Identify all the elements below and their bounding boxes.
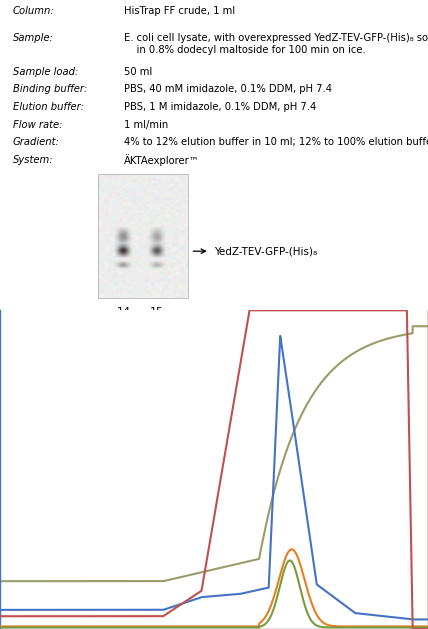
Text: PBS, 40 mM imidazole, 0.1% DDM, pH 7.4: PBS, 40 mM imidazole, 0.1% DDM, pH 7.4 [124,84,332,94]
Text: Sample:: Sample: [13,33,54,43]
Text: Flow rate:: Flow rate: [13,120,62,130]
Text: HisTrap FF crude, 1 ml: HisTrap FF crude, 1 ml [124,6,235,16]
Text: YedZ-TEV-GFP-(His)₈: YedZ-TEV-GFP-(His)₈ [214,246,317,256]
Text: E. coli cell lysate, with overexpressed YedZ-TEV-GFP-(His)₈ solubilized
    in 0: E. coli cell lysate, with overexpressed … [124,33,428,55]
Text: 15: 15 [150,308,164,317]
Text: Binding buffer:: Binding buffer: [13,84,87,94]
Text: PBS, 1 M imidazole, 0.1% DDM, pH 7.4: PBS, 1 M imidazole, 0.1% DDM, pH 7.4 [124,102,316,112]
Text: System:: System: [13,155,54,165]
Text: Column:: Column: [13,6,55,16]
Text: 1 ml/min: 1 ml/min [124,120,168,130]
Text: 4% to 12% elution buffer in 10 ml; 12% to 100% elution buffer in 5 ml: 4% to 12% elution buffer in 10 ml; 12% t… [124,137,428,147]
Text: 50 ml: 50 ml [124,67,152,77]
Text: Elution buffer:: Elution buffer: [13,102,84,112]
Text: 14: 14 [116,308,131,317]
Text: ÄKTAexplorer™: ÄKTAexplorer™ [124,155,200,167]
Text: Gradient:: Gradient: [13,137,60,147]
Text: Sample load:: Sample load: [13,67,78,77]
